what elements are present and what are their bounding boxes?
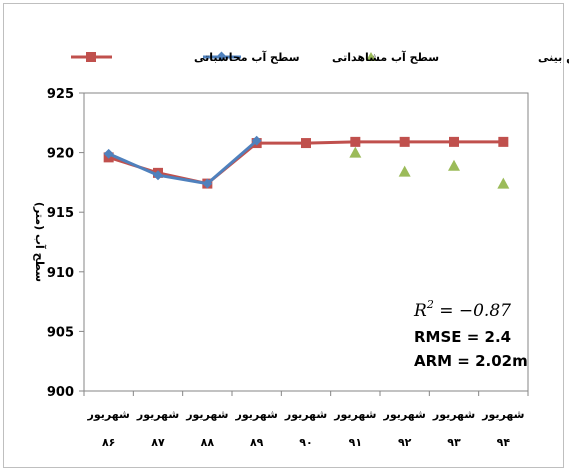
y-tick-label: 920 bbox=[47, 147, 74, 162]
x-tick-label-month: شهریور bbox=[87, 408, 130, 421]
legend-label-predicted: سطح آب مشاهداتی در دوره پیش بینی bbox=[538, 50, 569, 64]
x-tick-label-month: شهریور bbox=[432, 408, 475, 421]
data-point-triangle bbox=[349, 146, 362, 158]
y-tick-label: 915 bbox=[47, 206, 74, 221]
series-layer bbox=[103, 135, 510, 189]
data-point-square bbox=[449, 136, 459, 147]
y-axis-ticks: 900 905 910 915 920 925 bbox=[47, 87, 84, 400]
data-point-diamond bbox=[202, 178, 213, 189]
y-axis-label: سطح آب (متر) bbox=[33, 202, 47, 282]
r2-value: = −0.87 bbox=[434, 301, 511, 321]
y-tick-label: 900 bbox=[47, 385, 74, 400]
x-tick-label-month: شهریور bbox=[136, 408, 179, 421]
legend-item-computed: سطح آب محاسباتی bbox=[71, 50, 300, 64]
legend-square-marker bbox=[86, 52, 96, 62]
data-point-square bbox=[301, 138, 311, 149]
x-tick-label-month: شهریور bbox=[383, 408, 426, 421]
x-tick-label-year: ۹۱ bbox=[349, 436, 362, 449]
series-line bbox=[108, 139, 258, 186]
y-tick-label: 925 bbox=[47, 87, 74, 102]
x-tick-label-month: شهریور bbox=[235, 408, 278, 421]
y-tick-label: 910 bbox=[47, 266, 74, 281]
plot-area bbox=[83, 92, 529, 392]
data-point-square bbox=[399, 136, 410, 147]
x-tick-label-year: ۸۷ bbox=[151, 436, 165, 449]
rmse-annotation: RMSE = 2.4 bbox=[414, 328, 511, 346]
r2-symbol: R bbox=[413, 301, 427, 321]
x-axis-ticks: شهریور ۸۶ شهریور ۸۷ شهریور ۸۸ شهریور ۸۹ شهریور ۹۰… bbox=[83, 391, 529, 449]
data-point-square bbox=[350, 136, 361, 147]
y-tick-label: 905 bbox=[47, 325, 74, 340]
x-tick-label-year: ۹۰ bbox=[299, 436, 312, 449]
legend-item-observed: سطح آب مشاهداتی bbox=[203, 50, 439, 64]
x-tick-label-year: ۸۶ bbox=[102, 436, 115, 449]
x-tick-label-month: شهریور bbox=[284, 408, 327, 421]
stats-annotation: R2 = −0.87 RMSE = 2.4 ARM = 2.02m bbox=[413, 298, 528, 370]
series-predicted bbox=[349, 146, 510, 189]
legend-triangle-marker bbox=[366, 52, 376, 61]
data-point-triangle bbox=[398, 165, 411, 177]
x-tick-label-year: ۹۴ bbox=[497, 436, 511, 449]
data-point-square bbox=[498, 136, 509, 147]
legend-label-observed: سطح آب مشاهداتی bbox=[332, 50, 439, 64]
x-tick-label-year: ۹۲ bbox=[398, 436, 412, 449]
r2-annotation: R2 = −0.87 bbox=[413, 298, 511, 321]
legend-diamond-marker bbox=[216, 51, 227, 62]
x-tick-label-month: شهریور bbox=[481, 408, 524, 421]
data-point-diamond bbox=[153, 170, 163, 181]
x-tick-label-month: شهریور bbox=[333, 408, 376, 421]
x-tick-label-year: ۸۹ bbox=[250, 436, 264, 449]
r2-exponent: 2 bbox=[426, 298, 434, 311]
arm-annotation: ARM = 2.02m bbox=[414, 352, 528, 370]
data-point-triangle bbox=[497, 177, 510, 189]
x-tick-label-month: شهریور bbox=[185, 408, 228, 421]
legend-label-computed: سطح آب محاسباتی bbox=[194, 50, 300, 64]
legend-item-predicted: سطح آب مشاهداتی در دوره پیش بینی bbox=[366, 50, 569, 64]
x-tick-label-year: ۹۳ bbox=[447, 436, 461, 449]
data-point-triangle bbox=[448, 159, 460, 171]
x-tick-label-year: ۸۸ bbox=[201, 436, 215, 449]
data-point-diamond bbox=[103, 148, 114, 159]
legend: سطح آب مشاهداتی در دوره پیش بینی سطح آب … bbox=[71, 50, 569, 64]
